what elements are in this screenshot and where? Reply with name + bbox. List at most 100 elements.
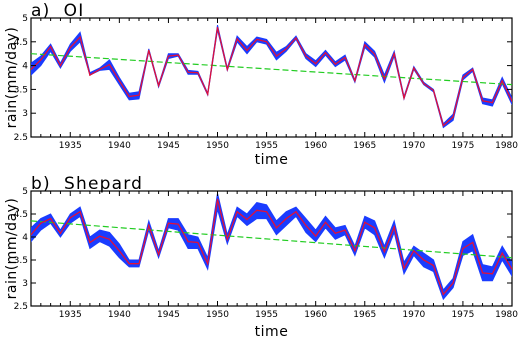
panel-title: b) Shepard <box>31 174 143 194</box>
x-tick-label: 1955 <box>255 310 278 320</box>
mean-point <box>59 65 62 67</box>
linear-trend-line <box>31 53 512 86</box>
x-tick-label: 1975 <box>451 310 474 320</box>
x-tick-label: 1980 <box>495 141 518 151</box>
mean-point <box>118 80 120 82</box>
x-tick-label: 1940 <box>108 310 131 320</box>
mean-point <box>177 223 179 225</box>
mean-point <box>393 226 395 228</box>
mean-point <box>158 253 160 256</box>
mean-point <box>50 218 52 220</box>
mean-point <box>364 221 366 223</box>
y-tick-label: 3 <box>22 279 28 289</box>
mean-point <box>138 94 140 96</box>
mean-point <box>472 241 474 244</box>
mean-point <box>383 78 385 80</box>
mean-point <box>295 211 297 213</box>
mean-point <box>246 49 248 51</box>
mean-point <box>324 52 327 54</box>
plot-frame <box>30 17 513 138</box>
mean-point <box>423 83 425 85</box>
x-tick-label: 1950 <box>206 141 229 151</box>
mean-point <box>167 55 170 57</box>
x-tick-label: 1980 <box>495 310 518 320</box>
x-tick-label: 1970 <box>402 310 425 320</box>
mean-point <box>99 235 101 237</box>
mean-point <box>226 68 228 71</box>
mean-point <box>99 68 101 71</box>
mean-point <box>59 232 62 234</box>
mean-point <box>462 76 464 79</box>
mean-point <box>69 217 71 219</box>
mean-point <box>501 80 503 82</box>
mean-point <box>128 263 130 265</box>
mean-point <box>207 93 209 95</box>
mean-point <box>285 48 287 50</box>
mean-point <box>511 268 512 270</box>
mean-point <box>256 38 258 41</box>
mean-point <box>40 222 42 224</box>
mean-point <box>69 46 71 49</box>
mean-point <box>295 37 297 39</box>
mean-point <box>491 273 493 275</box>
mean-point <box>265 211 268 213</box>
x-tick-label: 1955 <box>255 141 278 151</box>
mean-point <box>256 209 258 211</box>
mean-point <box>236 211 238 213</box>
mean-point <box>334 63 336 65</box>
y-tick-label: 2.5 <box>14 133 28 143</box>
mean-point <box>79 36 81 38</box>
mean-point <box>118 250 120 252</box>
x-tick-label: 1950 <box>206 310 229 320</box>
panel-a: 2.5 3 3.5 4 4.5 5 1935 1940 1945 1950 1955 1960 1965… <box>4 1 518 168</box>
x-tick-label: 1935 <box>59 310 82 320</box>
mean-point <box>265 41 268 43</box>
mean-point <box>31 68 32 71</box>
x-tick-label: 1965 <box>353 141 376 151</box>
mean-point <box>128 95 130 98</box>
mean-point <box>108 64 111 66</box>
x-tick-label: 1970 <box>402 141 425 151</box>
x-tick-label: 1935 <box>59 141 82 151</box>
mean-point <box>31 234 32 236</box>
ensemble-spread-band <box>31 193 512 301</box>
mean-point <box>511 100 512 102</box>
mean-point <box>50 45 52 48</box>
ensemble-spread-band <box>31 24 512 129</box>
mean-point <box>383 251 385 253</box>
mean-point <box>197 241 199 244</box>
mean-point <box>344 56 346 59</box>
mean-point <box>373 227 376 229</box>
mean-point <box>187 71 189 73</box>
panel-b: 2.5 3 3.5 4 4.5 5 1935 1940 1945 1950 1955 1960 1965… <box>4 174 518 340</box>
mean-point <box>148 224 150 227</box>
y-tick-label: 5 <box>22 14 28 24</box>
mean-point <box>501 252 503 254</box>
mean-point <box>40 59 42 61</box>
mean-point <box>275 55 278 57</box>
mean-point <box>216 26 219 29</box>
y-tick-label: 5 <box>22 187 28 197</box>
mean-point <box>423 259 425 261</box>
mean-point <box>452 282 454 284</box>
x-tick-label: 1945 <box>157 141 180 151</box>
mean-point <box>364 44 366 46</box>
mean-point <box>462 247 464 250</box>
y-tick-label: 3 <box>22 109 28 119</box>
data-layer <box>31 24 512 129</box>
mean-point <box>403 97 405 99</box>
mean-point <box>226 238 228 240</box>
ensemble-mean-line <box>31 27 512 127</box>
mean-point <box>442 124 444 127</box>
mean-point <box>148 49 150 51</box>
mean-point <box>481 100 484 102</box>
mean-point <box>236 38 238 40</box>
mean-point <box>305 55 307 57</box>
mean-point <box>373 53 376 55</box>
y-tick-label: 3.5 <box>14 85 28 95</box>
y-tick-label: 4 <box>22 62 28 72</box>
mean-point <box>79 211 81 213</box>
mean-point <box>207 263 209 265</box>
x-tick-label: 1975 <box>451 141 474 151</box>
mean-point <box>138 263 140 265</box>
